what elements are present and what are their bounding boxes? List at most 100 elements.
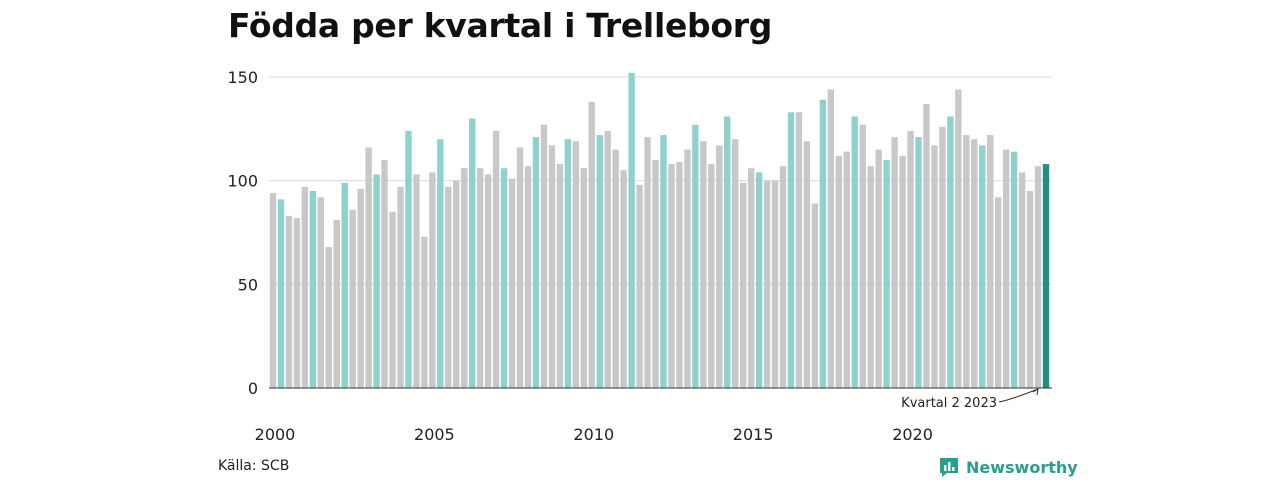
bar: [875, 149, 882, 388]
bar: [317, 197, 324, 388]
bar: [413, 174, 420, 388]
bar: [373, 174, 380, 388]
bar: [859, 124, 866, 388]
bar: [819, 99, 827, 388]
bar: [580, 168, 587, 388]
bar: [477, 168, 484, 388]
bar: [716, 145, 723, 388]
bar: [596, 135, 603, 388]
bar: [867, 166, 874, 388]
bar: [445, 186, 452, 388]
bar: [971, 139, 978, 388]
bar: [492, 130, 500, 388]
bar: [1042, 164, 1050, 388]
bar: [708, 164, 715, 388]
bar: [437, 139, 444, 388]
bar: [500, 168, 508, 388]
bar: [421, 236, 428, 388]
bar: [381, 159, 388, 388]
bar: [325, 247, 332, 388]
bar: [795, 112, 803, 388]
bar: [612, 149, 619, 388]
bar: [899, 155, 906, 388]
x-tick-label: 2000: [255, 425, 296, 444]
bar: [469, 118, 476, 388]
bar: [700, 141, 707, 388]
bar: [277, 199, 285, 388]
bar: [835, 155, 842, 388]
bars: [269, 72, 1050, 388]
bar: [588, 101, 595, 388]
bar: [461, 168, 468, 388]
bar: [955, 89, 962, 388]
bar: [923, 103, 930, 388]
bar: [524, 166, 532, 388]
bar: [556, 164, 564, 388]
bar: [564, 139, 572, 388]
bar: [604, 130, 611, 388]
bar: [540, 124, 548, 388]
bar: [724, 116, 731, 388]
bar: [739, 182, 747, 388]
source-note: Källa: SCB: [218, 458, 290, 474]
y-tick-label: 100: [227, 172, 258, 191]
bar: [1026, 191, 1034, 388]
bar: [979, 145, 986, 388]
bar: [405, 130, 412, 388]
bar: [684, 149, 691, 388]
bar: [636, 184, 643, 388]
y-tick-label: 150: [227, 68, 258, 87]
bar: [827, 89, 835, 388]
annotation: Kvartal 2 2023: [901, 388, 1039, 411]
bar: [811, 203, 819, 388]
bar: [1010, 151, 1018, 388]
bar: [301, 186, 309, 388]
bar: [349, 209, 356, 388]
bar: [787, 112, 795, 388]
bar: [676, 162, 683, 388]
bar: [891, 137, 898, 388]
bar: [1002, 149, 1010, 388]
y-tick-label: 0: [248, 379, 258, 398]
bar: [293, 217, 301, 388]
bar: [963, 135, 970, 388]
bar: [732, 139, 739, 388]
bar: [389, 211, 396, 388]
bar: [269, 193, 277, 388]
bar: [484, 174, 492, 388]
bar: [309, 191, 317, 388]
bar: [763, 180, 771, 388]
bar: [652, 159, 659, 388]
bar: [644, 137, 651, 388]
bar: [660, 135, 667, 388]
bar: [843, 151, 850, 388]
bar: [1034, 166, 1042, 388]
bar: [365, 147, 372, 388]
x-tick-label: 2010: [573, 425, 614, 444]
bar: [532, 137, 540, 388]
tick-labels: 0 50 100 150 2000 2005 2010 2015 2020: [227, 68, 932, 444]
x-tick-label: 2015: [733, 425, 774, 444]
bar: [747, 168, 755, 388]
bar: [357, 188, 364, 388]
chart-title: Födda per kvartal i Trelleborg: [228, 6, 773, 45]
bar: [341, 182, 348, 388]
annotation-label: Kvartal 2 2023: [901, 396, 997, 411]
bar: [939, 126, 946, 388]
brand-name: Newsworthy: [966, 457, 1078, 477]
bar: [397, 186, 404, 388]
x-tick-label: 2020: [892, 425, 933, 444]
bar: [755, 172, 763, 388]
brand-logo: Newsworthy: [938, 456, 1078, 478]
annotation-arrow: [998, 388, 1039, 403]
bar: [508, 178, 516, 388]
bar: [851, 116, 858, 388]
bar: [947, 116, 954, 388]
bar: [1018, 172, 1026, 388]
bar: [548, 145, 556, 388]
bar: [907, 130, 914, 388]
bar: [572, 141, 580, 388]
bar: [620, 170, 627, 388]
bar: [995, 197, 1002, 388]
